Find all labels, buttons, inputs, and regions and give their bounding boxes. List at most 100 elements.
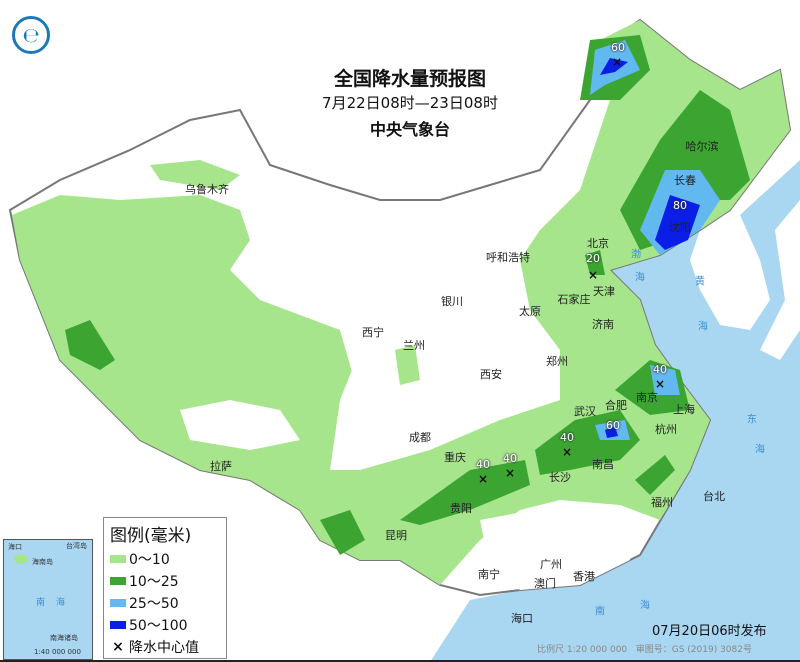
legend-label: 25～50 xyxy=(129,596,179,612)
city-label: 香港 xyxy=(573,570,595,583)
japan-land xyxy=(760,200,800,360)
city-label: 海口 xyxy=(511,612,533,625)
city-label: 太原 xyxy=(519,305,541,318)
inset-label: 台湾岛 xyxy=(66,542,87,550)
city-label: 乌鲁木齐 xyxy=(185,183,229,196)
center-value: 40 xyxy=(503,452,517,465)
south-china-sea-inset: 台湾岛 海口 海南岛 南 海 南海诸岛 1:40 000 000 xyxy=(3,539,93,660)
map-footer: 比例尺 1:20 000 000 审图号：GS (2019) 3082号 xyxy=(537,642,752,655)
center-value: 20 xyxy=(586,252,600,265)
center-marker-icon: × xyxy=(112,639,124,655)
city-label: 重庆 xyxy=(444,451,466,464)
city-label: 台北 xyxy=(703,490,725,503)
city-label: 郑州 xyxy=(546,355,568,368)
legend-swatch xyxy=(110,577,126,585)
center-marker-icon: × xyxy=(561,445,573,459)
city-label: 广州 xyxy=(540,558,562,571)
city-label: 昆明 xyxy=(385,529,407,542)
center-value: 60 xyxy=(606,419,620,432)
rain-zone-50-100 xyxy=(605,426,618,438)
rain-zone-10-25 xyxy=(65,320,115,370)
center-value: 40 xyxy=(560,431,574,444)
sea-label: 海 xyxy=(755,444,765,456)
city-label: 南京 xyxy=(636,391,658,404)
city-label: 哈尔滨 xyxy=(685,140,719,153)
rain-zone-50-100 xyxy=(655,195,700,250)
rain-zone-0-10 xyxy=(395,345,420,385)
dry-area xyxy=(480,505,630,590)
city-label: 合肥 xyxy=(605,399,627,412)
rain-zone-25-50 xyxy=(650,365,680,395)
center-value: 80 xyxy=(673,199,687,212)
bottom-border xyxy=(0,660,800,662)
sea-label: 南 xyxy=(595,606,605,618)
city-label: 石家庄 xyxy=(557,293,591,306)
sea-label: 东 xyxy=(747,414,757,426)
city-label: 呼和浩特 xyxy=(486,251,530,264)
inset-label: 1:40 000 000 xyxy=(34,648,81,656)
center-marker-icon: × xyxy=(587,268,599,282)
city-label: 长春 xyxy=(674,174,696,187)
map-number: 审图号：GS (2019) 3082号 xyxy=(635,645,752,655)
inset-label: 南 xyxy=(36,598,46,608)
legend-item: 25～50 xyxy=(110,592,220,614)
inset-label: 海南岛 xyxy=(32,558,53,566)
legend-label: 降水中心值 xyxy=(129,640,199,656)
city-label: 西安 xyxy=(480,368,502,381)
sea-label: 渤 xyxy=(631,249,641,261)
legend-swatch xyxy=(110,555,126,563)
city-label: 西宁 xyxy=(362,326,384,339)
legend: 图例(毫米) 0～10 10～25 25～50 50～100 × 降水中心值 xyxy=(103,517,227,659)
city-label: 杭州 xyxy=(655,423,677,436)
sea-label: 海 xyxy=(698,321,708,333)
city-label: 北京 xyxy=(587,237,609,250)
city-label: 上海 xyxy=(673,403,695,416)
cma-logo-icon: ℮ xyxy=(12,16,50,54)
legend-swatch xyxy=(110,621,126,629)
city-label: 南宁 xyxy=(478,568,500,581)
issued-time: 07月20日06时发布 xyxy=(652,624,767,639)
legend-item: 10～25 xyxy=(110,570,220,592)
inset-label: 南海诸岛 xyxy=(50,634,78,642)
city-label: 兰州 xyxy=(403,339,425,352)
center-marker-icon: × xyxy=(477,472,489,486)
sea-label: 海 xyxy=(640,600,650,612)
legend-label: 0～10 xyxy=(129,552,170,568)
legend-label: 10～25 xyxy=(129,574,179,590)
city-label: 银川 xyxy=(441,295,463,308)
inset-label: 海 xyxy=(56,598,66,608)
rain-zone-10-25 xyxy=(585,250,605,275)
scale-text: 比例尺 1:20 000 000 xyxy=(537,645,628,655)
rain-zone-0-10-north xyxy=(150,160,240,190)
rain-zone-10-25 xyxy=(635,455,675,495)
legend-item: × 降水中心值 xyxy=(110,636,220,658)
forecast-period: 7月22日08时—23日08时 xyxy=(322,94,498,112)
map-title: 全国降水量预报图 xyxy=(333,68,487,90)
korea-land xyxy=(690,215,770,330)
city-label: 武汉 xyxy=(574,405,596,418)
city-label: 拉萨 xyxy=(210,460,232,473)
city-label: 澳门 xyxy=(534,577,556,590)
city-label: 成都 xyxy=(409,431,431,444)
city-label: 福州 xyxy=(651,496,673,509)
rain-zone-10-25 xyxy=(400,460,530,525)
rain-zone-50-100 xyxy=(600,58,628,75)
sea-label: 黄 xyxy=(695,276,705,288)
dry-area xyxy=(260,280,500,430)
city-label: 贵阳 xyxy=(450,502,472,515)
city-label: 天津 xyxy=(593,285,615,298)
center-marker-icon: × xyxy=(654,377,666,391)
issuer: 中央气象台 xyxy=(369,120,451,139)
city-label: 南昌 xyxy=(592,458,614,471)
city-label: 长沙 xyxy=(549,471,571,484)
center-marker-icon: × xyxy=(611,55,623,69)
sea-label: 海 xyxy=(635,272,645,284)
rain-zone-10-25 xyxy=(320,510,365,555)
legend-swatch xyxy=(110,599,126,607)
legend-item: 50～100 xyxy=(110,614,220,636)
center-value: 40 xyxy=(476,458,490,471)
city-label: 济南 xyxy=(592,318,614,331)
legend-label: 50～100 xyxy=(129,618,188,634)
inset-label: 海口 xyxy=(8,543,22,551)
